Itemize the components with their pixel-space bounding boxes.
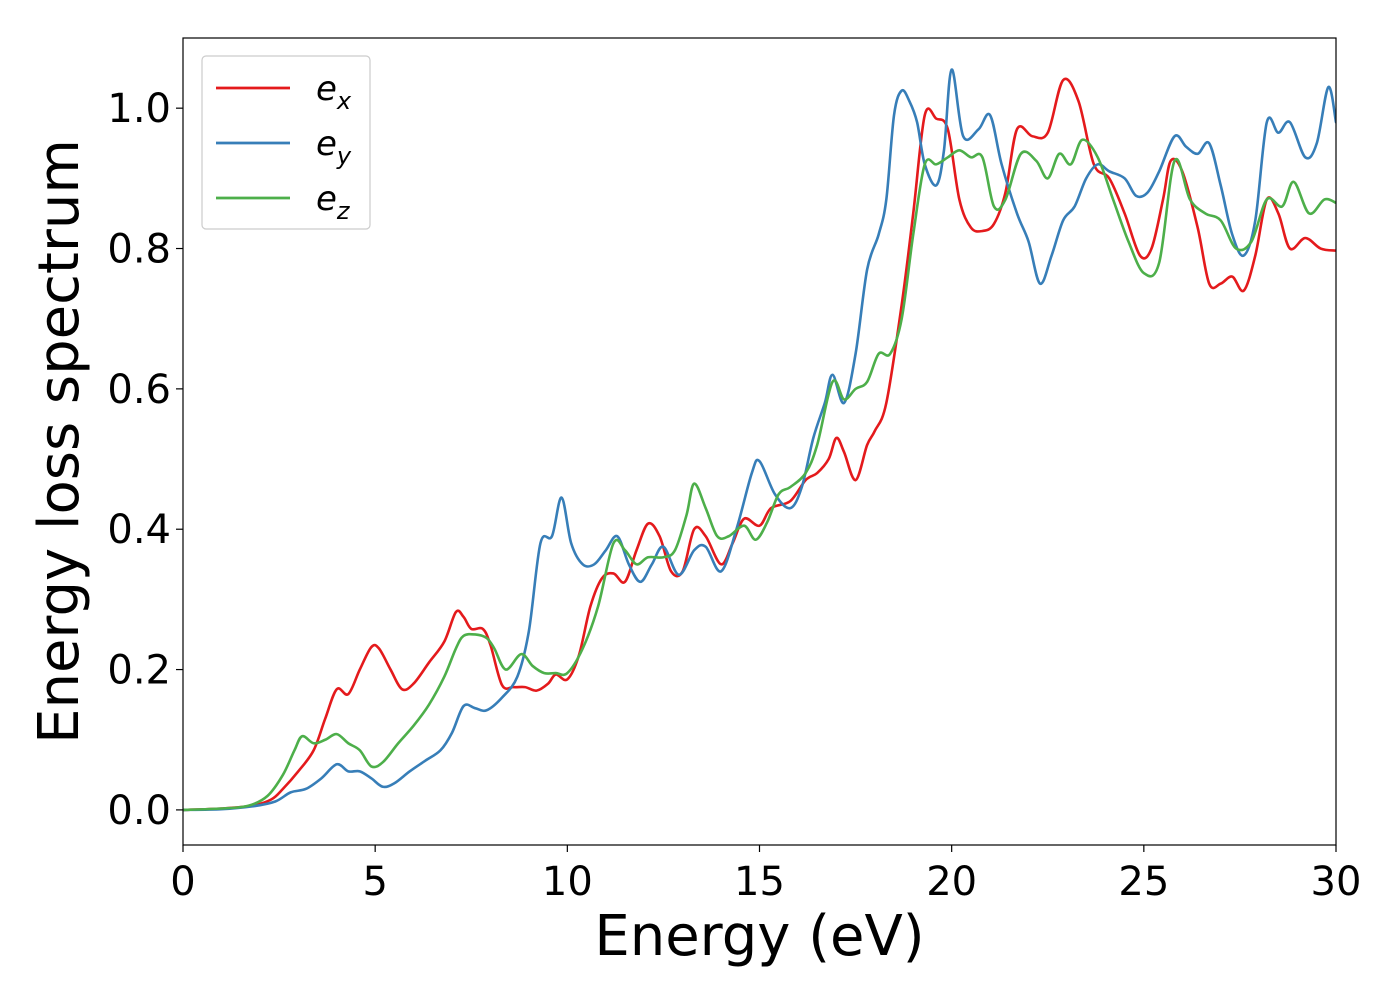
x-tick-label: 0: [170, 859, 195, 905]
y-axis-label: Energy loss spectrum: [27, 139, 92, 744]
legend-label-base: e: [316, 179, 337, 219]
legend-label-e-x: ex: [316, 69, 352, 115]
y-tick-label: 0.2: [107, 648, 171, 694]
y-tick-label: 0.4: [107, 507, 171, 553]
x-tick-label: 30: [1311, 859, 1362, 905]
legend-label-e-z: ez: [316, 179, 351, 225]
x-tick-label: 5: [362, 859, 387, 905]
series-line-e-y: [183, 68, 1336, 812]
x-tick-label: 25: [1118, 859, 1169, 905]
x-tick-label: 15: [734, 859, 785, 905]
y-axis: 0.0 0.2 0.4 0.6 0.8 1.0: [107, 86, 183, 834]
y-tick-label: 1.0: [107, 86, 171, 132]
legend-label-base: e: [316, 124, 337, 164]
x-axis-label: Energy (eV): [594, 904, 924, 969]
x-axis: 0 5 10 15 20 25 30: [170, 845, 1361, 905]
legend-label-base: e: [316, 69, 337, 109]
series-line-e-z: [183, 138, 1336, 812]
legend-label-subscript: y: [336, 142, 352, 170]
x-tick-label: 20: [926, 859, 977, 905]
x-tick-label: 10: [542, 859, 593, 905]
y-tick-label: 0.0: [107, 788, 171, 834]
legend-label-subscript: z: [336, 197, 351, 225]
y-tick-label: 0.8: [107, 227, 171, 273]
series-line-e-x: [183, 77, 1336, 812]
series-layer: [183, 68, 1336, 812]
y-tick-label: 0.6: [107, 367, 171, 413]
legend-label-subscript: x: [336, 87, 352, 115]
legend-label-e-y: ey: [316, 124, 352, 170]
